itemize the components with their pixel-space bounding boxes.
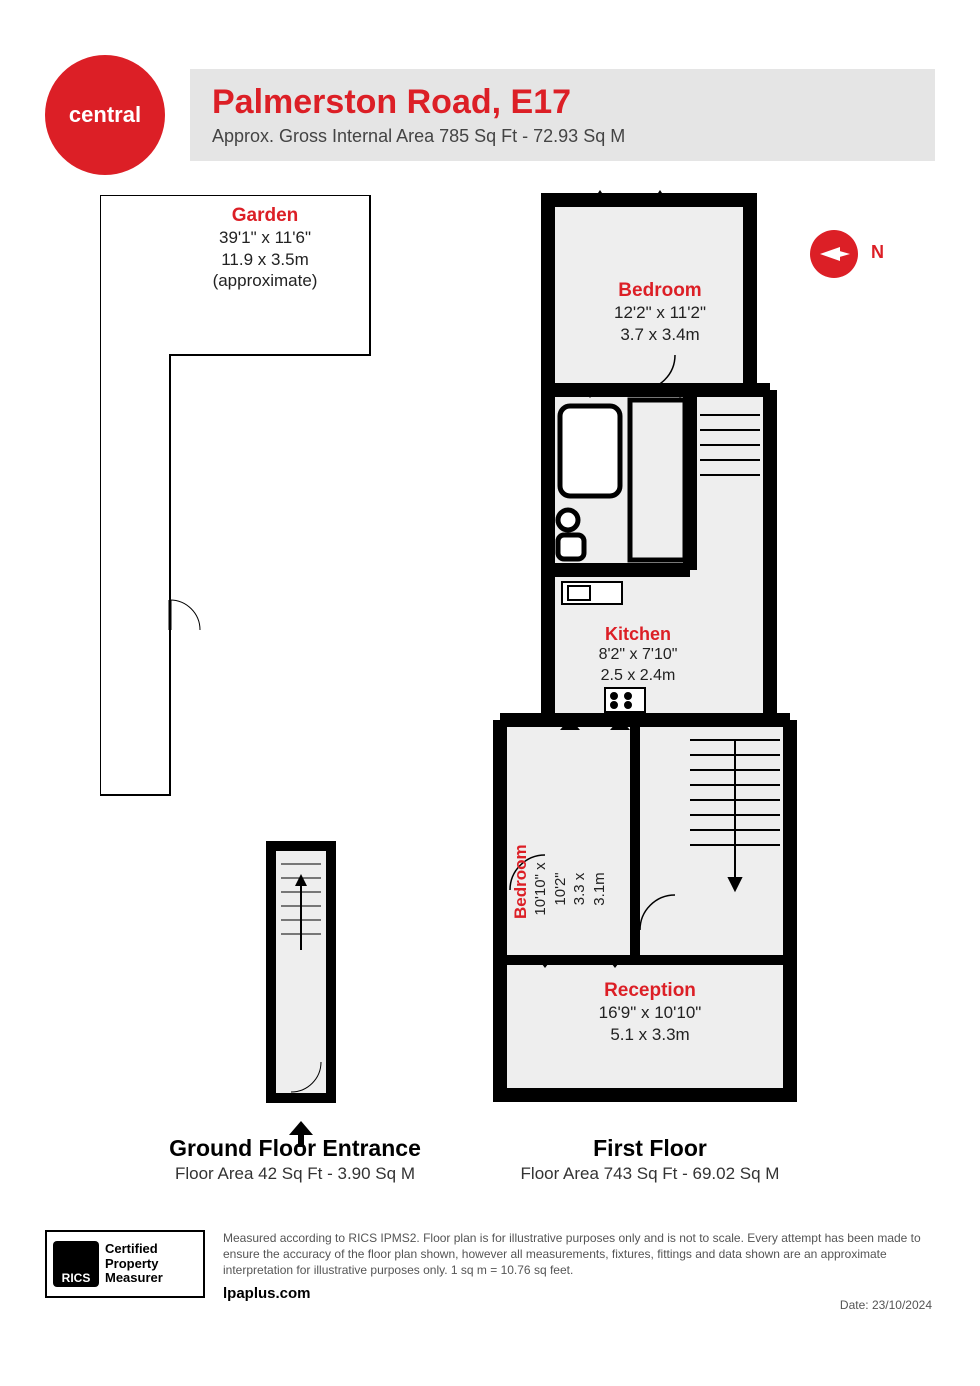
ground-floor-area: Floor Area 42 Sq Ft - 3.90 Sq M: [135, 1164, 455, 1184]
compass-icon: N: [810, 230, 866, 286]
bedroom1-name: Bedroom: [590, 280, 730, 302]
ground-floor-entrance: [265, 840, 345, 1149]
reception-metric: 5.1 x 3.3m: [570, 1024, 730, 1046]
rics-cert-line2: Property: [105, 1257, 163, 1272]
kitchen-metric: 2.5 x 2.4m: [578, 666, 698, 687]
disclaimer-block: Measured according to RICS IPMS2. Floor …: [223, 1230, 935, 1302]
kitchen-name: Kitchen: [578, 624, 698, 645]
garden-label: Garden 39'1" x 11'6" 11.9 x 3.5m (approx…: [175, 205, 355, 291]
bedroom2-metric: 3.3 x 3.1m: [570, 859, 609, 919]
rics-badge: RICS Certified Property Measurer: [45, 1230, 205, 1298]
rics-icon-text: RICS: [62, 1271, 91, 1285]
garden-name: Garden: [175, 205, 355, 227]
first-floor-caption: First Floor Floor Area 743 Sq Ft - 69.02…: [500, 1135, 800, 1184]
garden-metric: 11.9 x 3.5m: [175, 249, 355, 271]
rics-cert-line3: Measurer: [105, 1271, 163, 1286]
ground-floor-caption: Ground Floor Entrance Floor Area 42 Sq F…: [135, 1135, 455, 1184]
website-text: lpaplus.com: [223, 1285, 935, 1302]
reception-name: Reception: [570, 980, 730, 1002]
rics-cert-text: Certified Property Measurer: [105, 1242, 163, 1287]
bedroom1-imperial: 12'2" x 11'2": [590, 302, 730, 324]
brand-logo-text: central: [69, 102, 141, 128]
property-subtitle: Approx. Gross Internal Area 785 Sq Ft - …: [212, 126, 913, 147]
header: central Palmerston Road, E17 Approx. Gro…: [45, 55, 935, 175]
bedroom2-imperial: 10'10" x 10'2": [531, 859, 570, 919]
bedroom1-metric: 3.7 x 3.4m: [590, 324, 730, 346]
rics-cert-line1: Certified: [105, 1242, 163, 1257]
first-floor-area: Floor Area 743 Sq Ft - 69.02 Sq M: [500, 1164, 800, 1184]
brand-logo: central: [45, 55, 165, 175]
rics-icon: RICS: [53, 1241, 99, 1287]
garden-imperial: 39'1" x 11'6": [175, 227, 355, 249]
property-title: Palmerston Road, E17: [212, 83, 913, 122]
footer: RICS Certified Property Measurer Measure…: [45, 1230, 935, 1302]
ground-floor-title: Ground Floor Entrance: [135, 1135, 455, 1162]
kitchen-imperial: 8'2" x 7'10": [578, 645, 698, 666]
bedroom1-label: Bedroom 12'2" x 11'2" 3.7 x 3.4m: [590, 280, 730, 346]
reception-label: Reception 16'9" x 10'10" 5.1 x 3.3m: [570, 980, 730, 1046]
title-box: Palmerston Road, E17 Approx. Gross Inter…: [190, 69, 935, 161]
bedroom2-label: Bedroom 10'10" x 10'2" 3.3 x 3.1m: [511, 859, 609, 919]
garden-note: (approximate): [175, 271, 355, 291]
compass-label: N: [871, 242, 884, 263]
bedroom2-name: Bedroom: [511, 859, 531, 919]
disclaimer-text: Measured according to RICS IPMS2. Floor …: [223, 1230, 935, 1279]
first-floor-title: First Floor: [500, 1135, 800, 1162]
reception-imperial: 16'9" x 10'10": [570, 1002, 730, 1024]
kitchen-label: Kitchen 8'2" x 7'10" 2.5 x 2.4m: [578, 624, 698, 687]
date-text: Date: 23/10/2024: [840, 1298, 932, 1312]
